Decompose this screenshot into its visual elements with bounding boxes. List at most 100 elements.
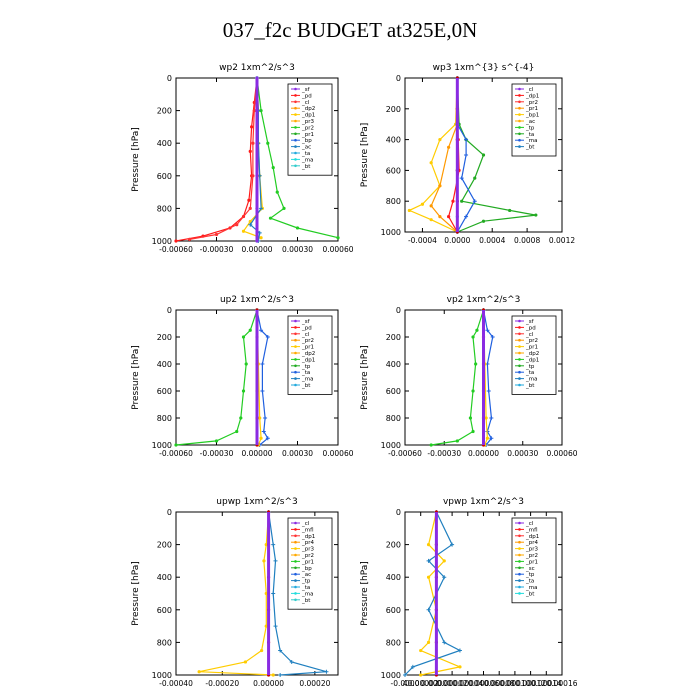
data-point xyxy=(264,591,268,596)
legend-marker xyxy=(518,377,521,380)
legend-entry: _bt xyxy=(525,591,535,597)
data-point xyxy=(239,416,243,420)
data-point xyxy=(265,436,270,441)
legend-entry: _pr2 xyxy=(301,553,314,559)
legend-marker xyxy=(294,94,297,97)
legend-marker xyxy=(518,113,521,116)
x-tick-label: 0.00030 xyxy=(282,245,313,254)
x-tick-label: 0.0008 xyxy=(514,236,540,245)
legend-marker xyxy=(294,521,297,525)
x-tick-label: 0.00014 xyxy=(531,679,562,688)
legend-entry: _tp xyxy=(301,364,311,370)
data-point xyxy=(475,328,479,332)
legend-entry: _cl xyxy=(301,521,310,527)
data-point xyxy=(289,659,294,664)
chart-panel-5: vpwp 1xm^2/s^3 Pressure [hPa] 0 200 400 600 80… xyxy=(360,497,578,688)
data-point xyxy=(464,214,469,219)
data-point xyxy=(508,208,512,213)
legend-entry: _bt xyxy=(301,164,311,170)
series-line-pr1 xyxy=(430,78,458,233)
y-axis-label: Pressure [hPa] xyxy=(360,345,370,410)
legend-entry: _bp xyxy=(301,566,312,572)
legend-entry: _sc xyxy=(525,566,535,572)
y-tick-label: 600 xyxy=(386,387,401,396)
chart-panel-3: vp2 1xm^2/s^3 Pressure [hPa] 0 200 400 600 800… xyxy=(360,295,578,458)
x-tick-label: 0.00060 xyxy=(322,449,353,458)
data-point xyxy=(263,416,268,420)
data-point xyxy=(244,362,248,366)
data-point xyxy=(248,222,253,227)
legend-marker xyxy=(294,345,297,348)
y-tick-label: 600 xyxy=(386,166,401,175)
data-point xyxy=(250,125,254,129)
y-tick-label: 0 xyxy=(396,74,401,83)
legend-box xyxy=(287,315,333,395)
data-point xyxy=(259,328,264,333)
y-axis-label: Pressure [hPa] xyxy=(360,561,370,626)
data-point xyxy=(442,559,446,563)
data-point xyxy=(484,416,488,420)
data-point xyxy=(214,439,219,443)
legend-marker xyxy=(518,370,521,374)
y-tick-label: 600 xyxy=(386,606,401,615)
legend-marker xyxy=(294,332,297,336)
x-tick-label: 0.00030 xyxy=(282,449,313,458)
x-tick-label: -0.00060 xyxy=(159,245,193,254)
legend-marker xyxy=(294,326,297,329)
x-tick-label: -0.00030 xyxy=(427,449,461,458)
y-tick-label: 1000 xyxy=(152,237,172,246)
legend-marker xyxy=(294,338,297,342)
y-axis-label: Pressure [hPa] xyxy=(131,345,141,410)
data-point xyxy=(464,137,469,142)
data-point xyxy=(262,559,266,563)
data-point xyxy=(275,190,279,194)
y-tick-label: 1000 xyxy=(381,671,401,680)
legend-marker xyxy=(294,547,297,550)
y-tick-label: 1000 xyxy=(381,228,401,237)
legend-marker xyxy=(518,553,521,557)
legend-entry: _tp xyxy=(525,364,535,370)
legend-marker xyxy=(518,106,521,110)
data-point xyxy=(460,199,464,203)
y-tick-label: 400 xyxy=(157,139,172,148)
data-point xyxy=(264,543,268,547)
x-tick-label: 0.00008 xyxy=(484,679,515,688)
legend-marker xyxy=(518,87,521,91)
legend-marker xyxy=(518,560,521,563)
data-point xyxy=(243,660,248,664)
legend-entry: _pr4 xyxy=(301,540,315,546)
data-point xyxy=(295,226,300,230)
y-tick-label: 200 xyxy=(386,541,401,550)
data-point xyxy=(278,648,283,653)
legend-marker xyxy=(294,598,297,602)
legend-entry: _tp xyxy=(301,579,311,585)
x-tick-label: 0.00020 xyxy=(299,679,330,688)
data-point xyxy=(489,436,494,441)
legend-entry: _pr1 xyxy=(301,559,314,565)
legend-marker xyxy=(518,592,521,595)
data-point xyxy=(248,149,252,153)
legend-marker xyxy=(294,592,297,595)
series-line-pr2 xyxy=(419,511,462,676)
data-point xyxy=(197,670,201,674)
data-point xyxy=(407,208,411,213)
data-point xyxy=(471,335,475,339)
legend-entry: _bp1 xyxy=(525,113,539,119)
legend-marker xyxy=(294,132,297,136)
legend-entry: _pr1 xyxy=(525,559,538,565)
legend-entry: _pr2 xyxy=(525,553,538,559)
legend-entry: _ma xyxy=(525,377,537,383)
data-point xyxy=(264,624,268,628)
legend-marker xyxy=(518,100,521,104)
legend-entry: _dp2 xyxy=(301,351,315,357)
data-point xyxy=(271,542,276,547)
data-point xyxy=(259,236,263,240)
legend-marker xyxy=(294,126,297,129)
x-tick-label: 0.00030 xyxy=(507,449,538,458)
y-tick-label: 0 xyxy=(396,306,401,315)
x-tick-label: -0.00060 xyxy=(388,449,422,458)
legend-marker xyxy=(294,370,297,374)
data-point xyxy=(259,109,263,113)
legend-entry: _bt xyxy=(301,383,311,389)
